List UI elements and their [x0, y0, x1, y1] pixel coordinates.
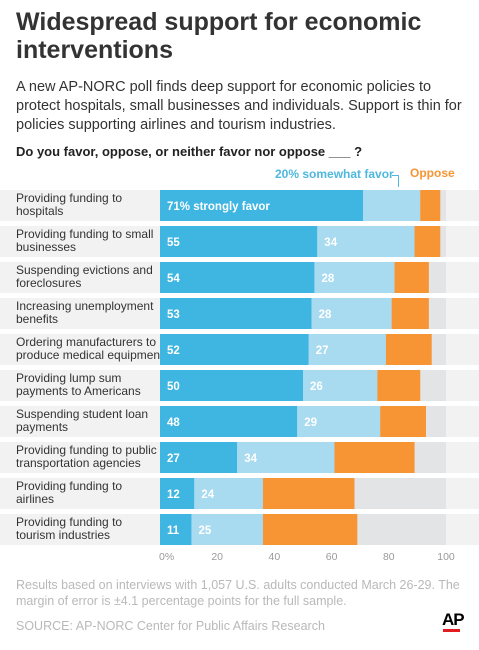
bar-strongly-favor — [160, 262, 315, 293]
bar-strongly-favor — [160, 478, 195, 509]
bar-oppose — [414, 226, 441, 257]
bar-somewhat-favor — [314, 262, 395, 293]
bar-somewhat-favor — [194, 478, 263, 509]
value-label-somewhat: 29 — [304, 417, 317, 429]
value-label-strongly: 11 — [167, 525, 180, 537]
value-label-strongly: 27 — [167, 453, 180, 465]
value-label-strongly: 55 — [167, 237, 180, 249]
value-label-strongly: 54 — [167, 273, 180, 285]
legend-connector — [392, 175, 398, 176]
bar-somewhat-favor — [237, 442, 335, 473]
ap-logo: AP — [442, 610, 465, 629]
category-label: hospitals — [16, 204, 63, 218]
bar-oppose — [385, 334, 432, 365]
value-label-somewhat: 34 — [244, 453, 257, 465]
bar-somewhat-favor — [317, 226, 415, 257]
source-note: SOURCE: AP-NORC Center for Public Affair… — [16, 619, 325, 633]
category-label: transportation agencies — [16, 456, 141, 470]
category-label: foreclosures — [16, 276, 81, 290]
ap-logo-bar — [443, 629, 460, 632]
x-tick-label: 0% — [159, 551, 174, 563]
bar-oppose — [262, 478, 355, 509]
bar-strongly-favor — [160, 226, 318, 257]
x-tick-label: 40 — [269, 551, 281, 563]
chart-title: Widespread support for economic interven… — [16, 8, 422, 64]
category-label: Providing funding to small — [16, 227, 153, 241]
bar-somewhat-favor — [303, 370, 378, 401]
category-label: Providing lump sum — [16, 371, 121, 385]
bar-strongly-favor — [160, 370, 303, 401]
value-label-somewhat: 28 — [321, 273, 334, 285]
category-label: Providing funding to — [16, 515, 122, 529]
value-label-somewhat: 26 — [310, 381, 323, 393]
bar-strongly-favor — [160, 442, 238, 473]
bar-strongly-favor — [160, 190, 364, 221]
category-label: Increasing unemployment — [16, 299, 154, 313]
value-label-strongly: 71% strongly favor — [167, 201, 270, 213]
category-label: Suspending student loan — [16, 407, 148, 421]
category-label: benefits — [16, 312, 58, 326]
legend-somewhat-favor: 20% somewhat favor — [275, 167, 394, 181]
category-label: payments — [16, 420, 68, 434]
value-label-somewhat: 25 — [198, 525, 211, 537]
bar-strongly-favor — [160, 406, 298, 437]
category-label: Providing funding to public — [16, 443, 157, 457]
bar-somewhat-favor — [191, 514, 263, 545]
footnote: Results based on interviews with 1,057 U… — [16, 578, 460, 608]
category-label: Suspending evictions and — [16, 263, 153, 277]
bar-oppose — [377, 370, 421, 401]
chart-intro: A new AP-NORC poll finds deep support fo… — [16, 79, 462, 133]
x-tick-label: 100 — [437, 551, 455, 563]
bar-somewhat-favor — [297, 406, 381, 437]
x-tick-label: 60 — [326, 551, 338, 563]
category-label: payments to Americans — [16, 384, 141, 398]
bar-oppose — [394, 262, 429, 293]
bar-strongly-favor — [160, 334, 309, 365]
value-label-somewhat: 34 — [324, 237, 337, 249]
category-label: Providing funding to — [16, 479, 122, 493]
value-label-strongly: 48 — [167, 417, 180, 429]
bar-oppose — [334, 442, 415, 473]
value-label-strongly: 50 — [167, 381, 180, 393]
x-tick-label: 80 — [383, 551, 395, 563]
value-label-somewhat: 28 — [319, 309, 332, 321]
value-label-strongly: 53 — [167, 309, 180, 321]
survey-question: Do you favor, oppose, or neither favor n… — [16, 144, 363, 159]
bar-somewhat-favor — [311, 298, 392, 329]
category-label: airlines — [16, 492, 54, 506]
bar-somewhat-favor — [363, 190, 421, 221]
category-label: tourism industries — [16, 528, 110, 542]
category-label: businesses — [16, 240, 76, 254]
bar-strongly-favor — [160, 298, 312, 329]
value-label-somewhat: 27 — [316, 345, 329, 357]
bar-oppose — [262, 514, 358, 545]
category-label: Ordering manufacturers to — [16, 335, 156, 349]
bar-oppose — [391, 298, 429, 329]
category-label: Providing funding to — [16, 191, 122, 205]
bar-oppose — [420, 190, 441, 221]
value-label-strongly: 12 — [167, 489, 180, 501]
legend-connector — [398, 175, 399, 187]
value-label-strongly: 52 — [167, 345, 180, 357]
bar-oppose — [380, 406, 426, 437]
category-label: produce medical equipment — [16, 348, 164, 362]
bar-somewhat-favor — [308, 334, 386, 365]
x-tick-label: 20 — [211, 551, 223, 563]
legend-oppose: Oppose — [410, 166, 455, 180]
bar-strongly-favor — [160, 514, 192, 545]
value-label-somewhat: 24 — [201, 489, 214, 501]
